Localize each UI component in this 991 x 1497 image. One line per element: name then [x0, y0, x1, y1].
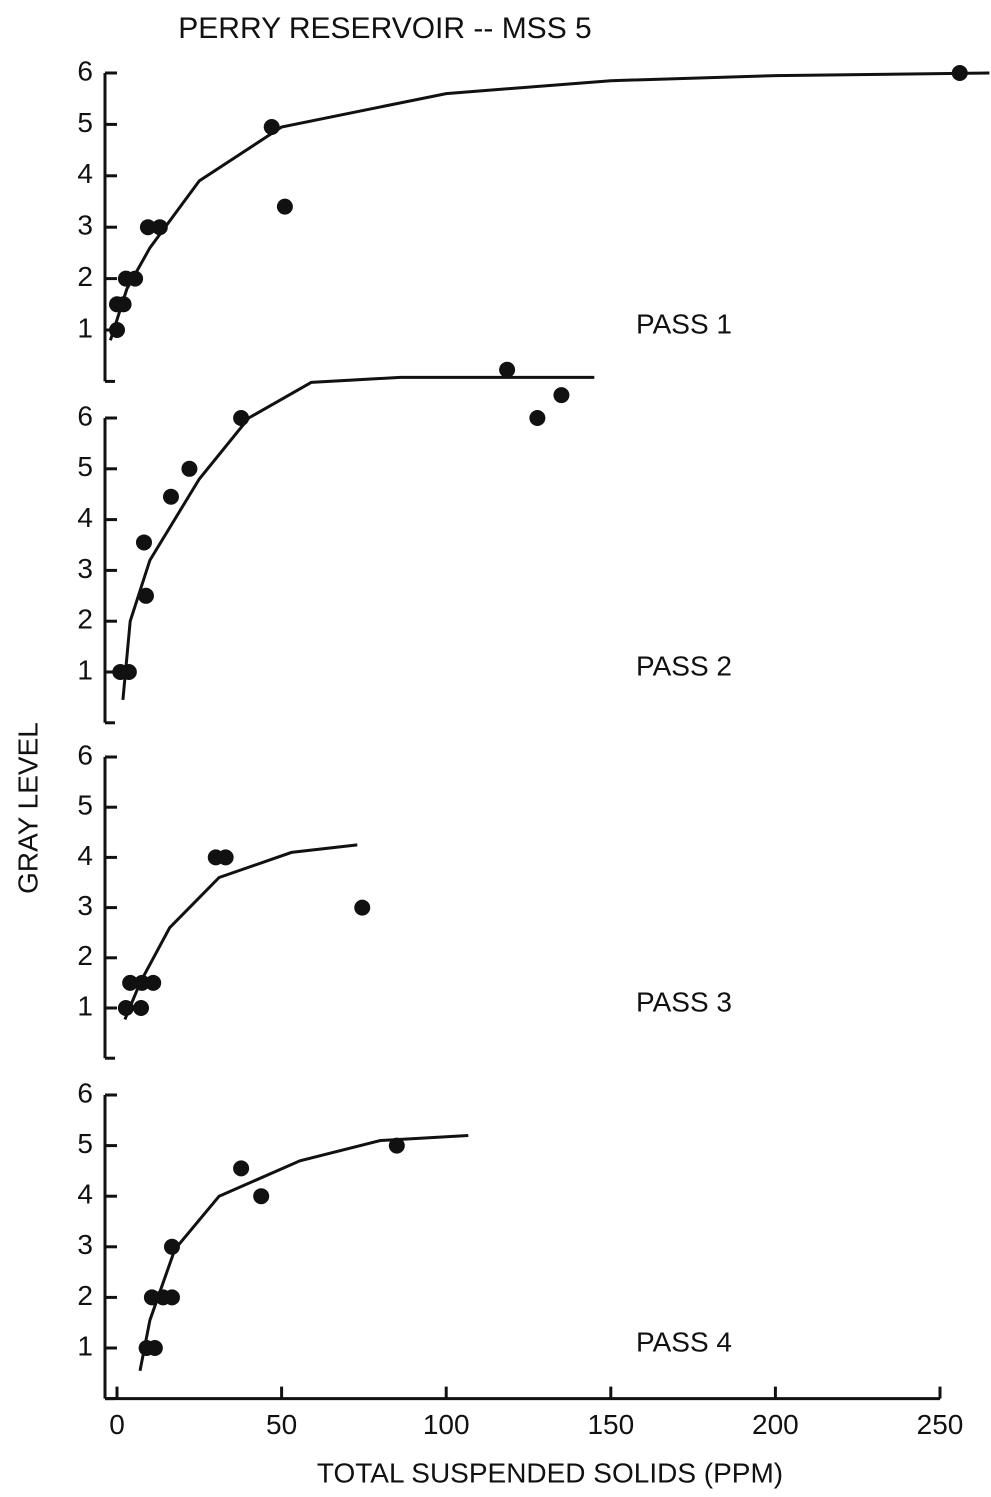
y-tick-label: 1	[77, 1330, 93, 1361]
y-tick-label: 3	[77, 553, 93, 584]
x-tick-label: 50	[266, 1409, 297, 1440]
data-point	[127, 270, 144, 287]
y-tick-label: 5	[77, 451, 93, 482]
data-point	[233, 1160, 250, 1177]
annotation: PASS 1	[636, 308, 732, 339]
data-point	[163, 1238, 180, 1255]
data-point	[263, 118, 280, 135]
y-tick-label: 2	[77, 261, 93, 292]
data-point	[354, 899, 371, 916]
y-tick-label: 3	[77, 1229, 93, 1260]
data-point	[143, 1289, 160, 1306]
data-point	[117, 1000, 134, 1016]
data-point	[109, 322, 125, 338]
y-tick-label: 2	[77, 1280, 93, 1311]
data-point	[217, 849, 234, 866]
y-tick-label: 2	[77, 940, 93, 971]
x-tick-label: 100	[423, 1409, 470, 1440]
y-axis-label: GRAY LEVEL	[12, 722, 43, 894]
y-tick-label: 3	[77, 890, 93, 921]
fit-curve	[108, 71, 990, 341]
annotation: PASS 2	[636, 650, 732, 681]
data-point	[139, 219, 156, 236]
y-tick-label: 6	[77, 400, 93, 431]
data-point	[151, 219, 168, 236]
data-point	[553, 387, 570, 404]
data-point	[163, 1289, 180, 1306]
annotation: PASS 3	[636, 986, 732, 1017]
y-tick-label: 5	[77, 107, 93, 138]
y-tick-label: 1	[77, 654, 93, 685]
data-point	[133, 1000, 150, 1016]
x-tick-label: 0	[109, 1409, 125, 1440]
x-axis-label: TOTAL SUSPENDED SOLIDS (PPM)	[317, 1457, 783, 1488]
chart-title: PERRY RESERVOIR -- MSS 5	[178, 12, 591, 45]
data-point	[388, 1137, 405, 1154]
y-tick-label: 6	[77, 739, 93, 770]
y-tick-label: 6	[77, 1077, 93, 1108]
data-point	[529, 410, 546, 426]
y-tick-label: 2	[77, 604, 93, 635]
data-point	[137, 587, 154, 604]
fit-curve	[123, 843, 358, 1021]
data-point	[499, 361, 516, 378]
data-point	[162, 488, 179, 505]
x-tick-label: 250	[917, 1409, 964, 1440]
y-tick-label: 4	[77, 502, 93, 533]
data-point	[115, 296, 132, 313]
x-tick-label: 150	[587, 1409, 634, 1440]
y-tick-label: 5	[77, 790, 93, 821]
data-point	[276, 198, 293, 215]
data-point	[253, 1188, 270, 1205]
data-point	[122, 974, 139, 991]
y-tick-label: 1	[77, 990, 93, 1021]
x-tick-label: 200	[752, 1409, 799, 1440]
fit-curve	[121, 375, 595, 701]
annotation: PASS 4	[636, 1326, 732, 1357]
data-point	[145, 974, 162, 991]
data-point	[120, 664, 137, 680]
data-point	[135, 534, 152, 551]
fit-curve	[138, 1134, 469, 1372]
y-tick-label: 4	[77, 840, 93, 871]
y-tick-label: 3	[77, 210, 93, 241]
data-point	[951, 65, 968, 81]
y-tick-label: 6	[77, 55, 93, 86]
y-tick-label: 5	[77, 1128, 93, 1159]
y-tick-label: 1	[77, 312, 93, 343]
data-point	[134, 974, 151, 991]
y-tick-label: 4	[77, 158, 93, 189]
data-point	[233, 410, 250, 426]
data-point	[181, 460, 198, 477]
y-tick-label: 4	[77, 1179, 93, 1210]
data-point	[146, 1340, 163, 1356]
